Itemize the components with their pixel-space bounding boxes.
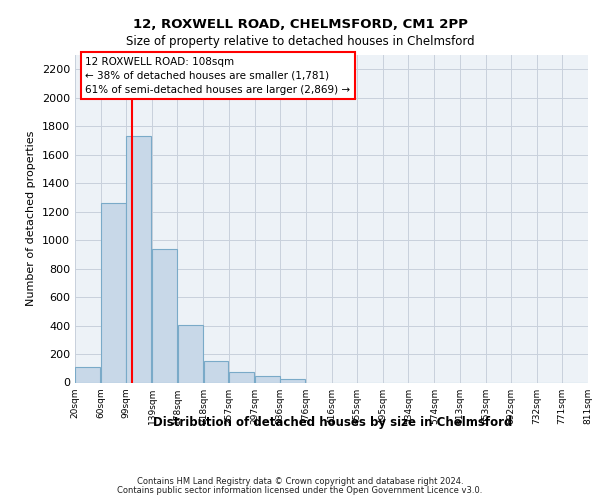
Bar	[280, 379, 305, 382]
Bar	[229, 372, 254, 382]
Text: 12 ROXWELL ROAD: 108sqm
← 38% of detached houses are smaller (1,781)
61% of semi: 12 ROXWELL ROAD: 108sqm ← 38% of detache…	[85, 56, 350, 94]
Text: Distribution of detached houses by size in Chelmsford: Distribution of detached houses by size …	[154, 416, 512, 429]
Bar	[178, 325, 203, 382]
Bar	[127, 136, 151, 382]
Text: Size of property relative to detached houses in Chelmsford: Size of property relative to detached ho…	[125, 35, 475, 48]
Text: Contains HM Land Registry data © Crown copyright and database right 2024.: Contains HM Land Registry data © Crown c…	[137, 477, 463, 486]
Bar	[203, 361, 229, 382]
Bar	[101, 203, 126, 382]
Text: Contains public sector information licensed under the Open Government Licence v3: Contains public sector information licen…	[118, 486, 482, 495]
Bar	[152, 248, 177, 382]
Bar	[75, 367, 100, 382]
Text: 12, ROXWELL ROAD, CHELMSFORD, CM1 2PP: 12, ROXWELL ROAD, CHELMSFORD, CM1 2PP	[133, 18, 467, 30]
Y-axis label: Number of detached properties: Number of detached properties	[26, 131, 37, 306]
Bar	[255, 376, 280, 382]
